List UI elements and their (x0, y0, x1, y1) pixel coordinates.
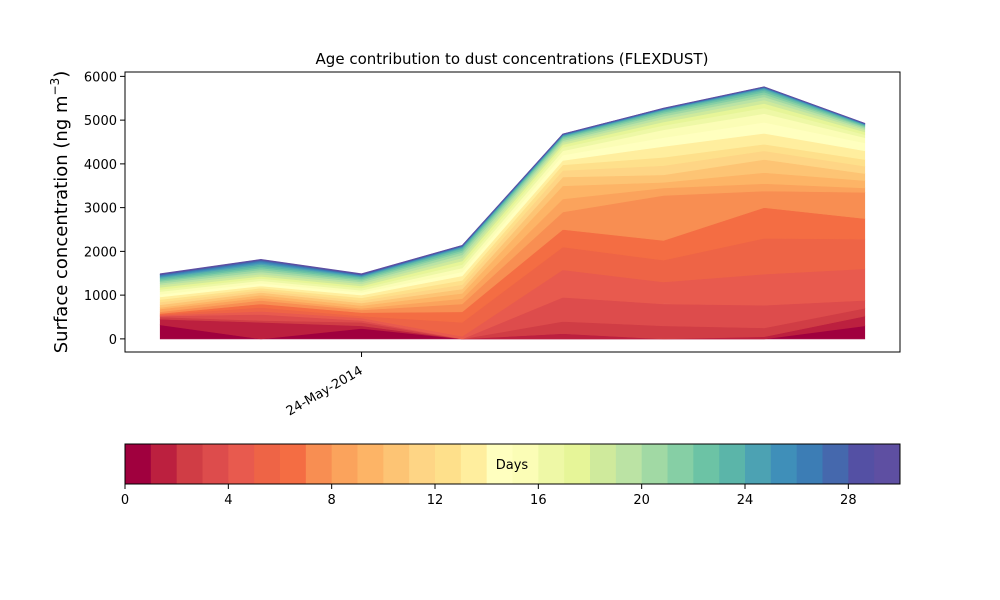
colorbar-swatch (538, 444, 565, 484)
y-tick-label: 2000 (84, 245, 117, 260)
colorbar-swatch (280, 444, 307, 484)
colorbar-tick-label: 20 (633, 493, 650, 508)
colorbar-swatch (641, 444, 668, 484)
colorbar-tick-label: 24 (737, 493, 754, 508)
colorbar-swatch (486, 444, 513, 484)
colorbar-swatch (667, 444, 694, 484)
y-axis-label: Surface concentration (ng m−3) (48, 71, 72, 354)
colorbar-tick-label: 16 (530, 493, 547, 508)
plot-frame (124, 71, 901, 353)
area-layers (159, 86, 866, 340)
colorbar-swatch (796, 444, 823, 484)
colorbar-swatch (615, 444, 643, 484)
y-tick-label: 3000 (84, 202, 117, 217)
colorbar-swatch (564, 444, 591, 484)
colorbar-frame (124, 443, 901, 485)
colorbar-swatch (305, 444, 333, 484)
colorbar-swatch (719, 444, 746, 484)
colorbar-swatch (150, 444, 178, 484)
colorbar-swatch (512, 444, 539, 484)
colorbar-swatch (357, 444, 384, 484)
x-axis-ticks: 24-May-2014 (284, 352, 366, 419)
colorbar-swatch (590, 444, 617, 484)
y-axis-label-close: ) (51, 71, 72, 78)
colorbar-swatch (254, 444, 281, 484)
colorbar-tick-label: 0 (121, 493, 129, 508)
colorbar-swatch (693, 444, 720, 484)
y-tick-label: 5000 (84, 114, 117, 129)
colorbar-swatch (435, 444, 462, 484)
y-tick-label: 6000 (84, 70, 117, 85)
y-axis-label-superscript: −3 (48, 78, 62, 96)
y-tick-label: 4000 (84, 158, 117, 173)
colorbar-swatch (176, 444, 203, 484)
colorbar-swatch (409, 444, 436, 484)
colorbar-tick-label: 4 (224, 493, 232, 508)
colorbar-swatch (770, 444, 798, 484)
colorbar-swatch (460, 444, 488, 484)
colorbar-swatch (848, 444, 875, 484)
y-tick-label: 0 (109, 333, 117, 348)
y-axis-label-main: Surface concentration (ng m (51, 95, 72, 353)
colorbar-swatch (202, 444, 229, 484)
colorbar-swatch (331, 444, 358, 484)
colorbar-tick-label: 28 (840, 493, 857, 508)
area-day-30 (159, 86, 866, 275)
colorbar-swatch (874, 444, 901, 484)
colorbar-label: Days (496, 458, 529, 473)
colorbar-swatch (745, 444, 772, 484)
chart-title: Age contribution to dust concentrations … (316, 50, 709, 68)
colorbar (125, 444, 901, 484)
colorbar-tick-label: 12 (427, 493, 444, 508)
x-tick-label: 24-May-2014 (284, 363, 366, 419)
colorbar-swatch (125, 444, 152, 484)
y-tick-label: 1000 (84, 289, 117, 304)
colorbar-swatch (228, 444, 255, 484)
colorbar-swatch (822, 444, 849, 484)
colorbar-ticks: 0 4 8 12 16 20 24 28 (121, 484, 857, 508)
y-axis-ticks: 0 1000 2000 3000 4000 5000 6000 (84, 70, 125, 348)
colorbar-tick-label: 8 (328, 493, 336, 508)
colorbar-swatch (383, 444, 410, 484)
